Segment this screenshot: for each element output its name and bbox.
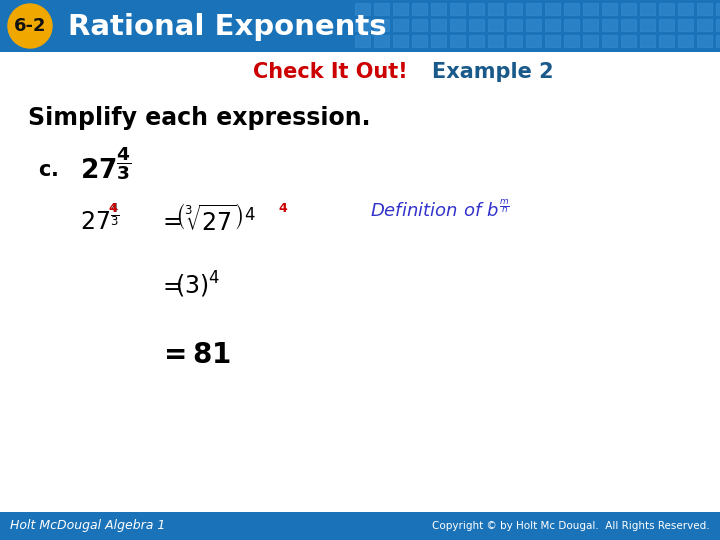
Text: $\left(3\right)^{4}$: $\left(3\right)^{4}$ bbox=[175, 270, 220, 300]
Bar bbox=[488, 3, 503, 15]
Text: Rational Exponents: Rational Exponents bbox=[68, 13, 387, 41]
Bar bbox=[526, 35, 541, 47]
Bar bbox=[526, 19, 541, 31]
Bar bbox=[431, 35, 446, 47]
Bar bbox=[545, 3, 560, 15]
Bar bbox=[621, 35, 636, 47]
Text: $27^{\frac{4}{3}}$: $27^{\frac{4}{3}}$ bbox=[80, 205, 120, 235]
Bar bbox=[526, 3, 541, 15]
Text: $=$: $=$ bbox=[158, 208, 182, 232]
Text: $\mathbf{= 81}$: $\mathbf{= 81}$ bbox=[158, 341, 230, 369]
Bar bbox=[697, 3, 712, 15]
Bar bbox=[393, 3, 408, 15]
Bar bbox=[431, 3, 446, 15]
Text: Copyright © by Holt Mc Dougal.  All Rights Reserved.: Copyright © by Holt Mc Dougal. All Right… bbox=[433, 521, 710, 531]
Bar bbox=[678, 35, 693, 47]
Text: 6-2: 6-2 bbox=[14, 17, 46, 35]
Bar bbox=[659, 19, 674, 31]
Text: Example 2: Example 2 bbox=[432, 62, 554, 82]
Bar bbox=[374, 3, 389, 15]
Circle shape bbox=[8, 4, 52, 48]
Bar bbox=[412, 35, 427, 47]
Bar bbox=[488, 19, 503, 31]
Bar bbox=[640, 3, 655, 15]
Bar bbox=[450, 19, 465, 31]
Bar bbox=[697, 35, 712, 47]
Bar bbox=[640, 35, 655, 47]
Bar bbox=[564, 35, 579, 47]
Text: Simplify each expression.: Simplify each expression. bbox=[28, 106, 371, 130]
Bar bbox=[621, 3, 636, 15]
Bar bbox=[488, 35, 503, 47]
Bar bbox=[393, 19, 408, 31]
Bar bbox=[659, 35, 674, 47]
Bar bbox=[583, 19, 598, 31]
Bar bbox=[564, 3, 579, 15]
Bar bbox=[640, 19, 655, 31]
Bar bbox=[602, 19, 617, 31]
Text: $\mathbf{27^{\dfrac{4}{3}}}$: $\mathbf{27^{\dfrac{4}{3}}}$ bbox=[80, 147, 132, 185]
Bar bbox=[469, 19, 484, 31]
Bar bbox=[374, 35, 389, 47]
Text: $\mathbf{4}$: $\mathbf{4}$ bbox=[278, 201, 288, 214]
Text: $=$: $=$ bbox=[158, 273, 182, 297]
Bar bbox=[716, 19, 720, 31]
Bar bbox=[602, 35, 617, 47]
Bar bbox=[393, 35, 408, 47]
Bar bbox=[564, 19, 579, 31]
Bar bbox=[469, 3, 484, 15]
Text: $\left(\sqrt[3]{27}\right)^{4}$: $\left(\sqrt[3]{27}\right)^{4}$ bbox=[175, 205, 256, 235]
Bar bbox=[431, 19, 446, 31]
Bar bbox=[469, 35, 484, 47]
Bar bbox=[583, 3, 598, 15]
Bar bbox=[355, 3, 370, 15]
Bar bbox=[716, 3, 720, 15]
Bar bbox=[355, 35, 370, 47]
Text: Check It Out!: Check It Out! bbox=[253, 62, 408, 82]
Bar bbox=[0, 0, 720, 52]
Bar bbox=[412, 3, 427, 15]
Bar bbox=[659, 3, 674, 15]
Bar bbox=[507, 35, 522, 47]
Bar bbox=[450, 35, 465, 47]
Bar bbox=[678, 3, 693, 15]
Bar bbox=[374, 19, 389, 31]
Bar bbox=[621, 19, 636, 31]
Bar bbox=[412, 19, 427, 31]
Bar bbox=[507, 19, 522, 31]
Text: $\it{Definition\ of}\ b^{\frac{m}{n}}$: $\it{Definition\ of}\ b^{\frac{m}{n}}$ bbox=[370, 199, 510, 221]
Bar bbox=[678, 19, 693, 31]
Bar bbox=[355, 19, 370, 31]
Text: $\mathbf{c.}$: $\mathbf{c.}$ bbox=[38, 160, 58, 180]
Bar bbox=[697, 19, 712, 31]
Text: $\mathbf{4}$: $\mathbf{4}$ bbox=[108, 201, 118, 214]
Bar bbox=[602, 3, 617, 15]
Text: Holt McDougal Algebra 1: Holt McDougal Algebra 1 bbox=[10, 519, 166, 532]
Bar bbox=[0, 512, 720, 540]
Bar bbox=[545, 19, 560, 31]
Bar bbox=[545, 35, 560, 47]
Bar bbox=[507, 3, 522, 15]
Bar bbox=[450, 3, 465, 15]
Bar bbox=[583, 35, 598, 47]
Bar bbox=[716, 35, 720, 47]
